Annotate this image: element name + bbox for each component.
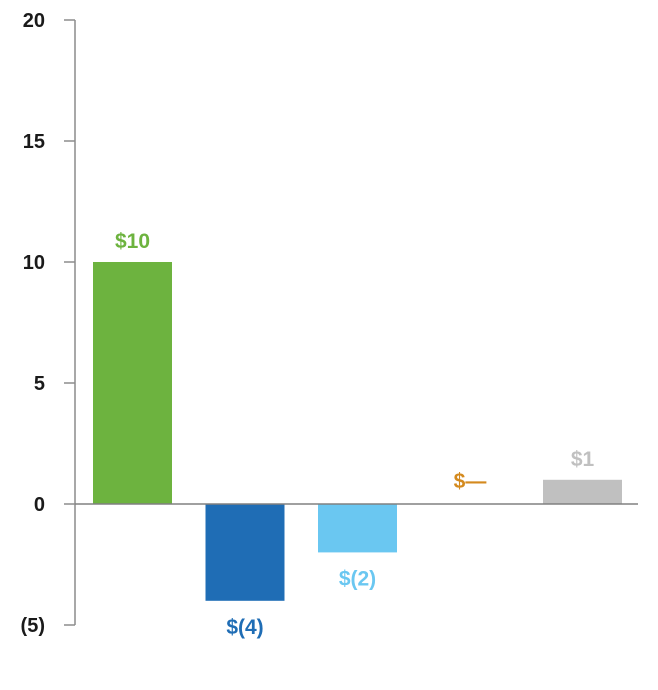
y-axis-ticks: 20 15 10 5 0 (5) — [21, 10, 75, 637]
bar — [93, 262, 172, 504]
bars — [93, 262, 622, 601]
bar — [205, 504, 285, 601]
data-label: $1 — [571, 448, 595, 471]
y-tick-label: (5) — [21, 615, 45, 637]
bar — [318, 504, 397, 553]
data-label: $(4) — [226, 616, 263, 639]
y-tick-label: 15 — [23, 131, 45, 153]
data-label: $— — [454, 470, 487, 493]
y-tick-label: 10 — [23, 252, 45, 274]
y-tick-label: 5 — [34, 373, 45, 395]
bar — [543, 479, 622, 504]
y-tick-label: 0 — [34, 494, 45, 516]
data-labels: $10 $(4) $(2) $— $1 — [115, 230, 595, 639]
data-label: $10 — [115, 230, 150, 253]
data-label: $(2) — [339, 567, 376, 590]
y-tick-label: 20 — [23, 10, 45, 32]
